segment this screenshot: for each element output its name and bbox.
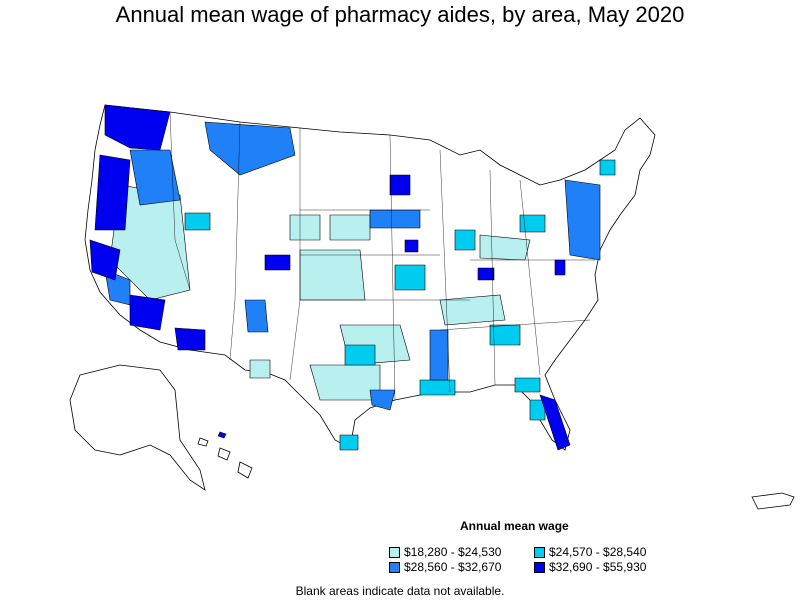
legend-swatch-tier-2 xyxy=(534,546,545,558)
legend-item-tier-4: $32,690 - $55,930 xyxy=(534,560,646,574)
footnote: Blank areas indicate data not available. xyxy=(295,584,505,598)
legend-label-tier-1: $18,280 - $24,530 xyxy=(404,545,502,559)
alaska-outline xyxy=(69,364,206,491)
legend-item-tier-1: $18,280 - $24,530 xyxy=(389,545,501,559)
map-title: Annual mean wage of pharmacy aides, by a… xyxy=(115,2,685,27)
legend-swatch-tier-4 xyxy=(534,561,545,573)
legend-title: Annual mean wage xyxy=(460,519,569,533)
legend-label-tier-3: $28,560 - $32,670 xyxy=(404,560,502,574)
state-boundaries xyxy=(169,111,595,401)
tier-3-regions xyxy=(104,121,601,411)
legend-swatch-tier-1 xyxy=(389,546,400,558)
legend-swatch-tier-3 xyxy=(389,561,400,573)
legend-item-tier-2: $24,570 - $28,540 xyxy=(534,545,646,559)
tier-4-regions xyxy=(89,104,571,451)
legend-item-tier-3: $28,560 - $32,670 xyxy=(389,560,501,574)
legend-label-tier-2: $24,570 - $28,540 xyxy=(549,545,647,559)
hawaii-islands xyxy=(197,437,253,479)
legend-label-tier-4: $32,690 - $55,930 xyxy=(549,560,647,574)
tier-2-regions xyxy=(184,159,616,451)
puerto-rico-outline xyxy=(751,492,795,510)
